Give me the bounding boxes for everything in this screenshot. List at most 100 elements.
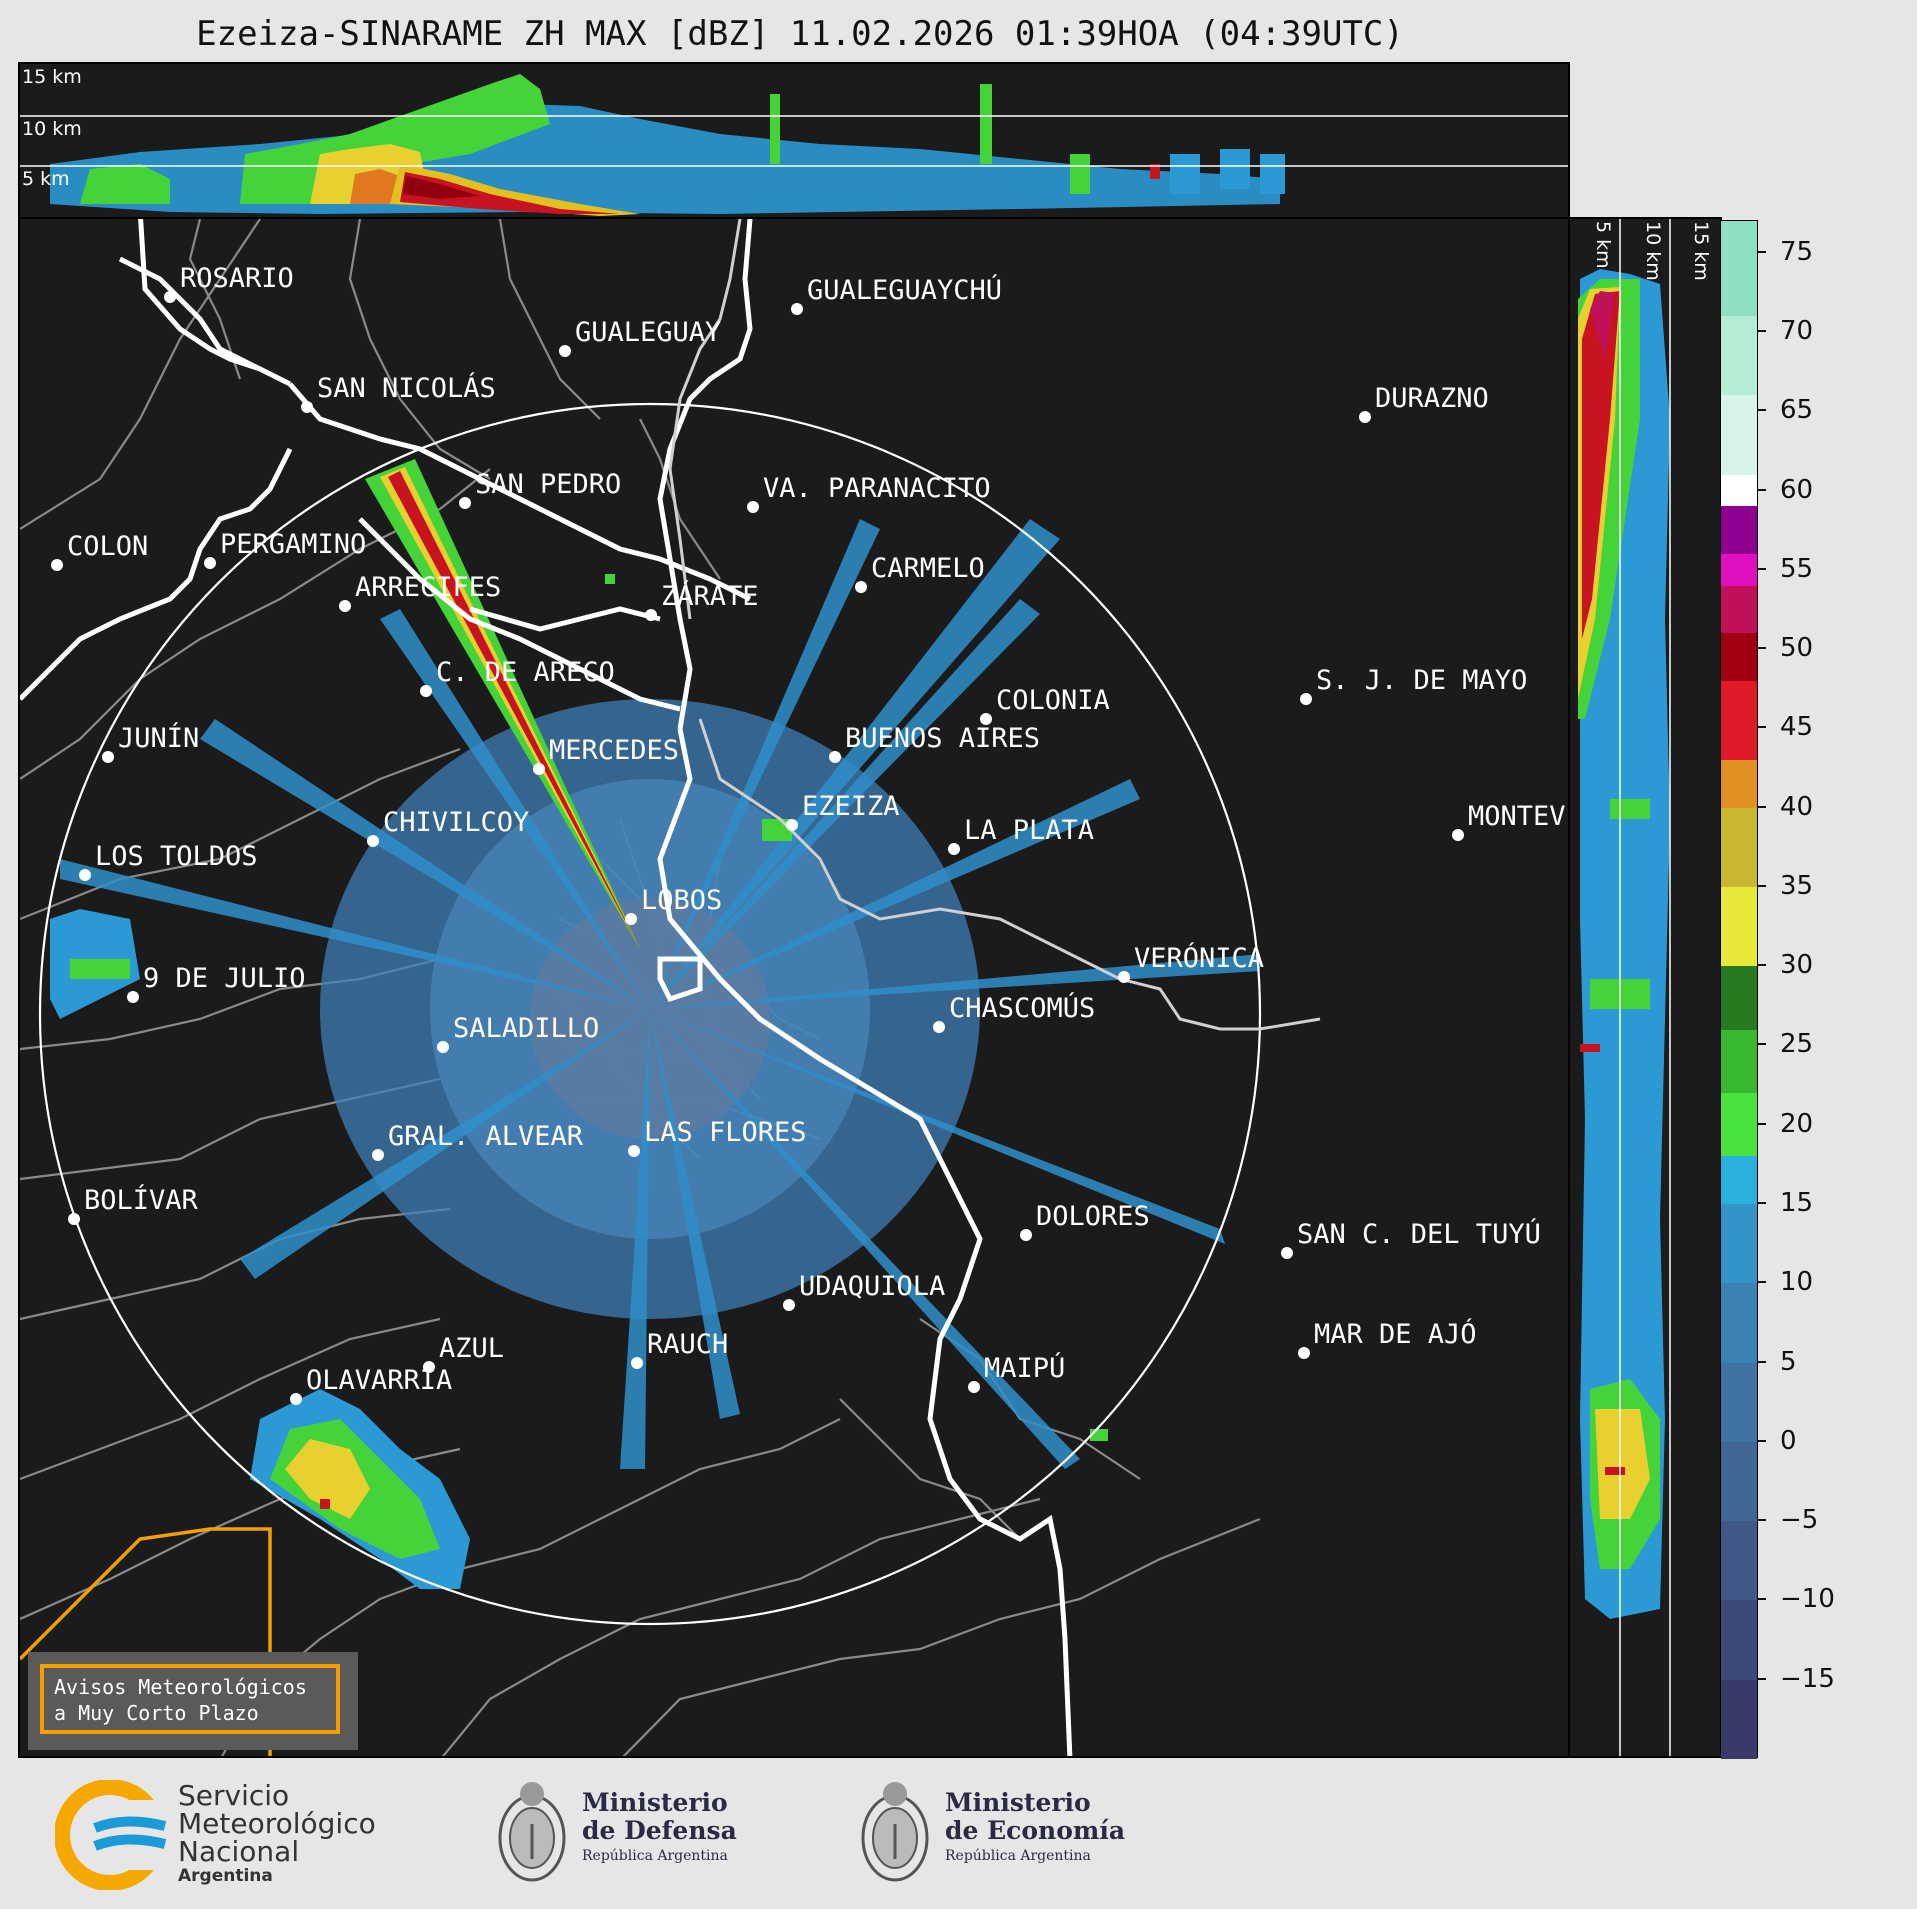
city-marker: RAUCH	[631, 1329, 728, 1369]
city-marker: VERÓNICA	[1118, 942, 1264, 983]
city-dot	[783, 1299, 795, 1311]
city-marker: MAR DE AJÓ	[1298, 1318, 1477, 1359]
city-label: MAIPÚ	[984, 1352, 1065, 1384]
city-dot	[829, 751, 841, 763]
city-dot	[980, 713, 992, 725]
colorbar-tick	[1758, 726, 1766, 729]
height-label-10km: 10 km	[22, 118, 82, 140]
city-label: COLON	[67, 531, 148, 562]
city-dot	[559, 345, 571, 357]
city-marker: LOS TOLDOS	[79, 841, 258, 881]
colorbar-tick-label: 20	[1780, 1108, 1814, 1139]
colorbar-tick	[1758, 409, 1766, 412]
colorbar-tick-label: 45	[1780, 712, 1814, 743]
city-marker: CARMELO	[855, 553, 985, 593]
city-dot	[301, 401, 313, 413]
side-height-label-10km: 10 km	[1642, 221, 1664, 281]
avisos-box[interactable]: Avisos Meteorológicos a Muy Corto Plazo	[28, 1652, 358, 1750]
city-label: CHIVILCOY	[383, 807, 529, 838]
warning-polygon	[20, 1527, 272, 1756]
city-marker: VA. PARANACITO	[747, 473, 991, 513]
colorbar-band	[1721, 221, 1757, 317]
city-label: SALADILLO	[453, 1013, 599, 1044]
smn-logo-icon	[55, 1780, 170, 1890]
colorbar-tick	[1758, 1281, 1766, 1284]
city-marker: COLON	[51, 531, 148, 571]
city-marker: ARRECIFES	[339, 572, 501, 612]
city-marker: SAN NICOLÁS	[301, 372, 496, 413]
city-marker: SALADILLO	[437, 1013, 599, 1053]
city-marker: S. J. DE MAYO	[1300, 665, 1527, 705]
colorbar-tick-label: −15	[1780, 1663, 1835, 1694]
colorbar-tick	[1758, 1598, 1766, 1601]
city-label: S. J. DE MAYO	[1316, 665, 1527, 696]
colorbar-band	[1721, 966, 1757, 1030]
defensa-sub: República Argentina	[582, 1848, 728, 1864]
city-dot	[628, 1145, 640, 1157]
colorbar-tick-label: −5	[1780, 1505, 1819, 1536]
colorbar-tick-label: 5	[1780, 1346, 1797, 1377]
colorbar-tick	[1758, 1519, 1766, 1522]
city-marker: SAN PEDRO	[459, 469, 621, 509]
city-marker: LAS FLORES	[628, 1117, 807, 1157]
colorbar-band	[1721, 1679, 1757, 1759]
city-dot	[1118, 971, 1130, 983]
colorbar-band	[1721, 760, 1757, 808]
colorbar-tick-label: 75	[1780, 236, 1814, 267]
uruguay-coast	[668, 219, 1321, 1031]
city-marker: JUNÍN	[102, 722, 199, 763]
colorbar-tick-label: 30	[1780, 950, 1814, 981]
city-dot	[1281, 1247, 1293, 1259]
economia-coat-of-arms-icon	[861, 1782, 929, 1882]
colorbar-band	[1721, 474, 1757, 507]
colorbar-band	[1721, 1093, 1757, 1157]
city-label: OLAVARRÍA	[306, 1364, 452, 1396]
city-label: SAN C. DEL TUYÚ	[1297, 1218, 1541, 1250]
city-marker: EZEIZA	[786, 791, 900, 831]
colorbar-band	[1721, 1283, 1757, 1363]
city-label: ZÁRATE	[661, 580, 759, 612]
city-label: GRAL. ALVEAR	[388, 1121, 584, 1152]
avisos-line1: Avisos Meteorológicos	[54, 1675, 307, 1699]
city-dot	[51, 559, 63, 571]
colorbar-band	[1721, 506, 1757, 554]
city-marker: ROSARIO	[164, 263, 294, 303]
colorbar-tick	[1758, 329, 1766, 332]
city-marker: GUALEGUAY	[559, 317, 721, 357]
city-label: LOBOS	[641, 885, 722, 916]
city-marker: GUALEGUAYCHÚ	[791, 274, 1002, 315]
city-dot	[68, 1213, 80, 1225]
city-label: BUENOS AIRES	[845, 723, 1040, 754]
city-label: UDAQUIOLA	[799, 1271, 945, 1302]
side-cross-section-plot	[1578, 219, 1671, 1756]
city-dot	[290, 1393, 302, 1405]
city-label: EZEIZA	[802, 791, 900, 822]
city-marker: CHIVILCOY	[367, 807, 529, 847]
city-label: ARRECIFES	[355, 572, 501, 603]
city-marker: CHASCOMÚS	[933, 992, 1095, 1033]
colorbar-tick-label: 10	[1780, 1267, 1814, 1298]
colorbar-band	[1721, 316, 1757, 396]
city-label: GUALEGUAYCHÚ	[807, 274, 1002, 306]
city-label: LAS FLORES	[644, 1117, 807, 1148]
colorbar-tick	[1758, 1439, 1766, 1442]
colorbar-tick-label: 70	[1780, 315, 1814, 346]
city-dot	[102, 751, 114, 763]
colorbar-band	[1721, 395, 1757, 475]
city-marker: AZUL	[423, 1333, 504, 1373]
city-marker: LA PLATA	[948, 815, 1094, 855]
colorbar-tick	[1758, 647, 1766, 650]
colorbar-tick-label: 40	[1780, 791, 1814, 822]
colorbar-band	[1721, 1521, 1757, 1601]
height-label-15km: 15 km	[22, 66, 82, 88]
city-marker: OLAVARRÍA	[290, 1364, 452, 1405]
city-marker: DURAZNO	[1359, 383, 1489, 423]
smn-name-line1: Servicio	[178, 1779, 290, 1812]
colorbar-tick	[1758, 1043, 1766, 1046]
colorbar-tick	[1758, 884, 1766, 887]
radar-map-panel[interactable]: ROSARIO GUALEGUAYCHÚ GUALEGUAY SAN NICOLÁS D…	[18, 217, 1570, 1758]
city-dot	[968, 1381, 980, 1393]
avisos-link[interactable]: Avisos Meteorológicos a Muy Corto Plazo	[40, 1664, 340, 1734]
city-dot	[164, 291, 176, 303]
city-label: SAN PEDRO	[475, 469, 621, 500]
